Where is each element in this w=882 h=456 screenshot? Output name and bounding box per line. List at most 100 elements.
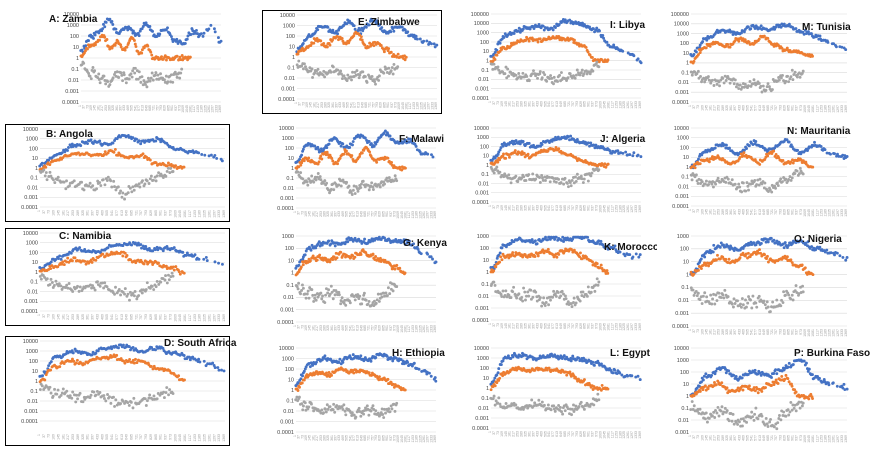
data-point — [141, 179, 144, 183]
data-point — [507, 173, 511, 177]
x-tick-label: 1261 — [626, 205, 630, 213]
series-2 — [689, 149, 815, 170]
data-point — [726, 42, 730, 46]
data-point — [512, 32, 516, 35]
data-point — [301, 147, 305, 151]
data-point — [310, 67, 314, 71]
y-tick-label: 0.1 — [481, 172, 489, 178]
data-point — [357, 76, 361, 80]
data-point — [597, 65, 601, 69]
data-point — [811, 165, 815, 169]
data-point — [68, 143, 72, 147]
data-point — [136, 50, 140, 53]
y-tick-label: 0.001 — [24, 299, 38, 305]
x-tick-label: 109 — [500, 101, 504, 107]
data-point — [333, 293, 337, 297]
data-point — [364, 298, 368, 302]
y-tick-label: 10000 — [64, 12, 79, 18]
data-point — [126, 292, 130, 296]
data-point — [497, 150, 501, 154]
data-point — [383, 236, 386, 240]
data-point — [784, 79, 788, 83]
data-point — [313, 144, 317, 148]
data-point — [124, 81, 128, 85]
data-point — [835, 251, 839, 255]
data-point — [535, 242, 539, 246]
data-point — [116, 153, 120, 157]
data-point — [330, 156, 334, 160]
x-tick-label: 757 — [139, 210, 143, 216]
x-tick-label: 1117 — [610, 205, 614, 212]
data-point — [376, 138, 380, 142]
x-tick-label: 37 — [492, 323, 496, 327]
data-point — [415, 37, 419, 41]
data-point — [634, 252, 638, 256]
y-tick-label: 10000 — [674, 126, 689, 132]
data-point — [728, 81, 732, 85]
data-point — [777, 78, 781, 82]
data-point — [715, 82, 719, 86]
data-point — [390, 66, 394, 69]
x-tick-label: 937 — [795, 209, 799, 215]
data-point — [703, 261, 707, 265]
data-point — [506, 67, 510, 71]
data-point — [353, 298, 357, 302]
data-point — [594, 264, 597, 268]
data-point — [91, 184, 95, 188]
data-point — [362, 291, 366, 295]
data-point — [142, 247, 146, 251]
data-point — [776, 181, 779, 185]
data-point — [201, 34, 205, 38]
data-point — [150, 284, 154, 288]
data-point — [759, 84, 763, 88]
x-tick-label: 1009 — [803, 329, 807, 337]
data-point — [704, 179, 708, 183]
data-point — [148, 177, 152, 181]
data-point — [358, 155, 361, 158]
x-tick-label: 577 — [137, 105, 141, 111]
data-point — [789, 160, 793, 164]
data-point — [359, 186, 363, 189]
x-tick-label: 649 — [559, 205, 563, 211]
data-point — [111, 76, 115, 80]
data-point — [840, 45, 844, 49]
data-point — [89, 138, 93, 142]
data-point — [82, 188, 86, 192]
panel-mauritania: 10000 1000 100 10 1 0.1 0.01 0.001 0.0001 1 37 73 10… — [657, 124, 853, 222]
data-point — [185, 251, 189, 255]
x-tick-label: 1225 — [418, 325, 422, 333]
data-point — [363, 136, 367, 140]
data-point — [121, 191, 125, 195]
data-point — [358, 28, 362, 32]
x-tick-label: 37 — [42, 210, 46, 214]
data-point — [844, 258, 848, 262]
data-point — [595, 277, 599, 281]
data-point — [518, 30, 522, 34]
data-point — [581, 290, 585, 294]
data-point — [434, 260, 438, 264]
data-point — [559, 294, 563, 298]
x-tick-label: 217 — [713, 209, 717, 215]
x-tick-label: 361 — [729, 105, 733, 111]
data-point — [137, 34, 141, 38]
x-tick-label: 253 — [104, 105, 108, 111]
data-point — [536, 76, 539, 80]
y-tick-label: 1000 — [477, 135, 489, 141]
data-point — [311, 293, 315, 297]
data-point — [378, 185, 382, 189]
data-point — [756, 178, 760, 182]
data-point — [766, 154, 770, 158]
x-tick-label: 325 — [524, 205, 528, 211]
x-tick-label: 901 — [385, 211, 389, 217]
x-tick-label: 145 — [704, 105, 708, 111]
x-tick-label: 577 — [551, 101, 555, 107]
data-point — [297, 165, 301, 169]
y-tick-label: 0.0001 — [278, 97, 295, 103]
y-tick-label: 100 — [680, 247, 689, 253]
data-point — [86, 47, 89, 51]
data-point — [498, 170, 502, 174]
data-point — [745, 181, 749, 185]
x-tick-label: 829 — [378, 325, 382, 331]
data-point — [101, 178, 105, 182]
